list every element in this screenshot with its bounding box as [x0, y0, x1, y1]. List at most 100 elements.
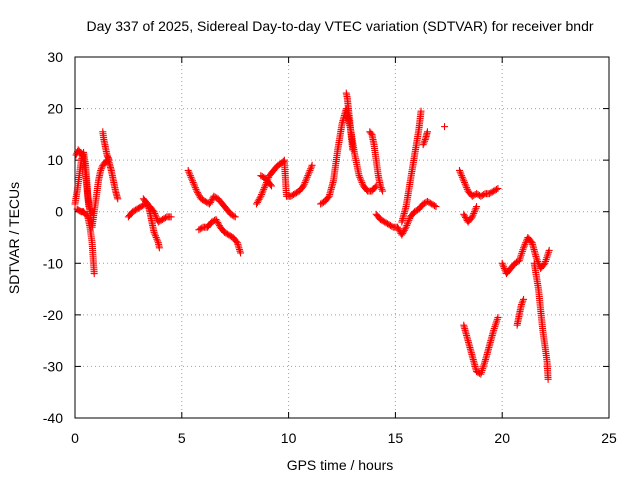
- data-point: [306, 166, 314, 174]
- y-tick-label: -40: [43, 410, 63, 426]
- chart-title: Day 337 of 2025, Sidereal Day-to-day VTE…: [86, 18, 593, 34]
- data-point: [151, 230, 159, 238]
- data-point: [470, 209, 478, 217]
- data-point: [232, 237, 240, 245]
- data-point: [499, 261, 507, 269]
- data-point: [472, 204, 480, 212]
- data-point: [184, 166, 192, 174]
- data-point: [545, 246, 553, 254]
- data-point: [191, 182, 199, 190]
- data-point: [77, 150, 85, 158]
- data-point: [167, 213, 175, 221]
- data-point: [460, 177, 468, 185]
- data-point: [212, 215, 220, 223]
- data-point: [400, 226, 408, 234]
- data-points: [71, 89, 553, 383]
- data-point: [518, 249, 526, 257]
- data-point: [479, 363, 487, 371]
- data-point: [471, 206, 479, 214]
- data-point: [258, 189, 266, 197]
- data-point: [401, 225, 409, 233]
- data-point: [307, 165, 315, 173]
- data-point: [105, 156, 113, 164]
- data-point: [261, 182, 269, 190]
- data-point: [544, 250, 552, 258]
- data-point: [491, 321, 499, 329]
- data-point: [186, 170, 194, 178]
- data-point: [517, 251, 525, 259]
- data-point: [493, 317, 501, 325]
- data-point: [461, 212, 469, 220]
- data-point: [490, 324, 498, 332]
- data-point: [253, 198, 261, 206]
- data-point: [459, 175, 467, 183]
- data-point: [463, 185, 471, 193]
- data-point: [406, 215, 414, 223]
- data-point: [150, 228, 158, 236]
- data-point: [300, 180, 308, 188]
- data-point: [500, 264, 508, 272]
- y-tick-label: -20: [43, 307, 63, 323]
- data-point: [355, 172, 363, 180]
- data-point: [97, 165, 105, 173]
- data-point: [260, 184, 268, 192]
- data-point: [301, 178, 309, 186]
- data-point: [207, 197, 215, 205]
- data-point: [97, 166, 105, 174]
- data-point: [405, 216, 413, 224]
- data-point: [534, 258, 542, 266]
- data-point: [154, 237, 162, 245]
- x-tick-label: 5: [178, 430, 186, 446]
- data-point: [420, 139, 428, 147]
- data-point: [543, 254, 551, 262]
- data-point: [307, 163, 315, 171]
- data-point: [540, 261, 548, 269]
- data-point: [394, 223, 402, 231]
- data-point: [215, 220, 223, 228]
- data-point: [500, 263, 508, 271]
- y-tick-label: 0: [55, 204, 63, 220]
- data-point: [468, 213, 476, 221]
- data-point: [256, 194, 264, 202]
- data-point: [305, 170, 313, 178]
- data-point: [257, 192, 265, 200]
- data-point: [268, 182, 276, 190]
- data-point: [460, 210, 468, 218]
- data-point: [544, 375, 552, 383]
- data-point: [462, 182, 470, 190]
- data-point: [367, 129, 375, 137]
- data-point: [114, 195, 122, 203]
- data-point: [461, 213, 469, 221]
- data-point: [399, 229, 407, 237]
- data-point: [493, 315, 501, 323]
- data-point: [358, 178, 366, 186]
- data-point: [479, 365, 487, 373]
- data-point: [188, 177, 196, 185]
- data-point: [400, 228, 408, 236]
- data-point: [423, 128, 431, 136]
- data-point: [231, 213, 239, 221]
- data-point: [521, 240, 529, 248]
- x-tick-label: 0: [71, 430, 79, 446]
- data-point: [517, 301, 525, 309]
- data-point: [213, 217, 221, 225]
- data-point: [463, 184, 471, 192]
- data-point: [85, 203, 93, 211]
- data-point: [431, 202, 439, 210]
- data-point: [266, 181, 274, 189]
- data-point: [498, 259, 506, 267]
- x-tick-label: 20: [494, 430, 510, 446]
- y-tick-label: -10: [43, 255, 63, 271]
- data-point: [491, 323, 499, 331]
- data-point: [187, 173, 195, 181]
- data-point: [192, 185, 200, 193]
- data-point: [190, 180, 198, 188]
- data-point: [72, 151, 80, 159]
- data-point: [520, 242, 528, 250]
- data-point: [302, 177, 310, 185]
- data-point: [480, 361, 488, 369]
- data-point: [457, 170, 465, 178]
- data-point: [153, 235, 161, 243]
- data-point: [356, 173, 364, 181]
- data-point: [543, 252, 551, 260]
